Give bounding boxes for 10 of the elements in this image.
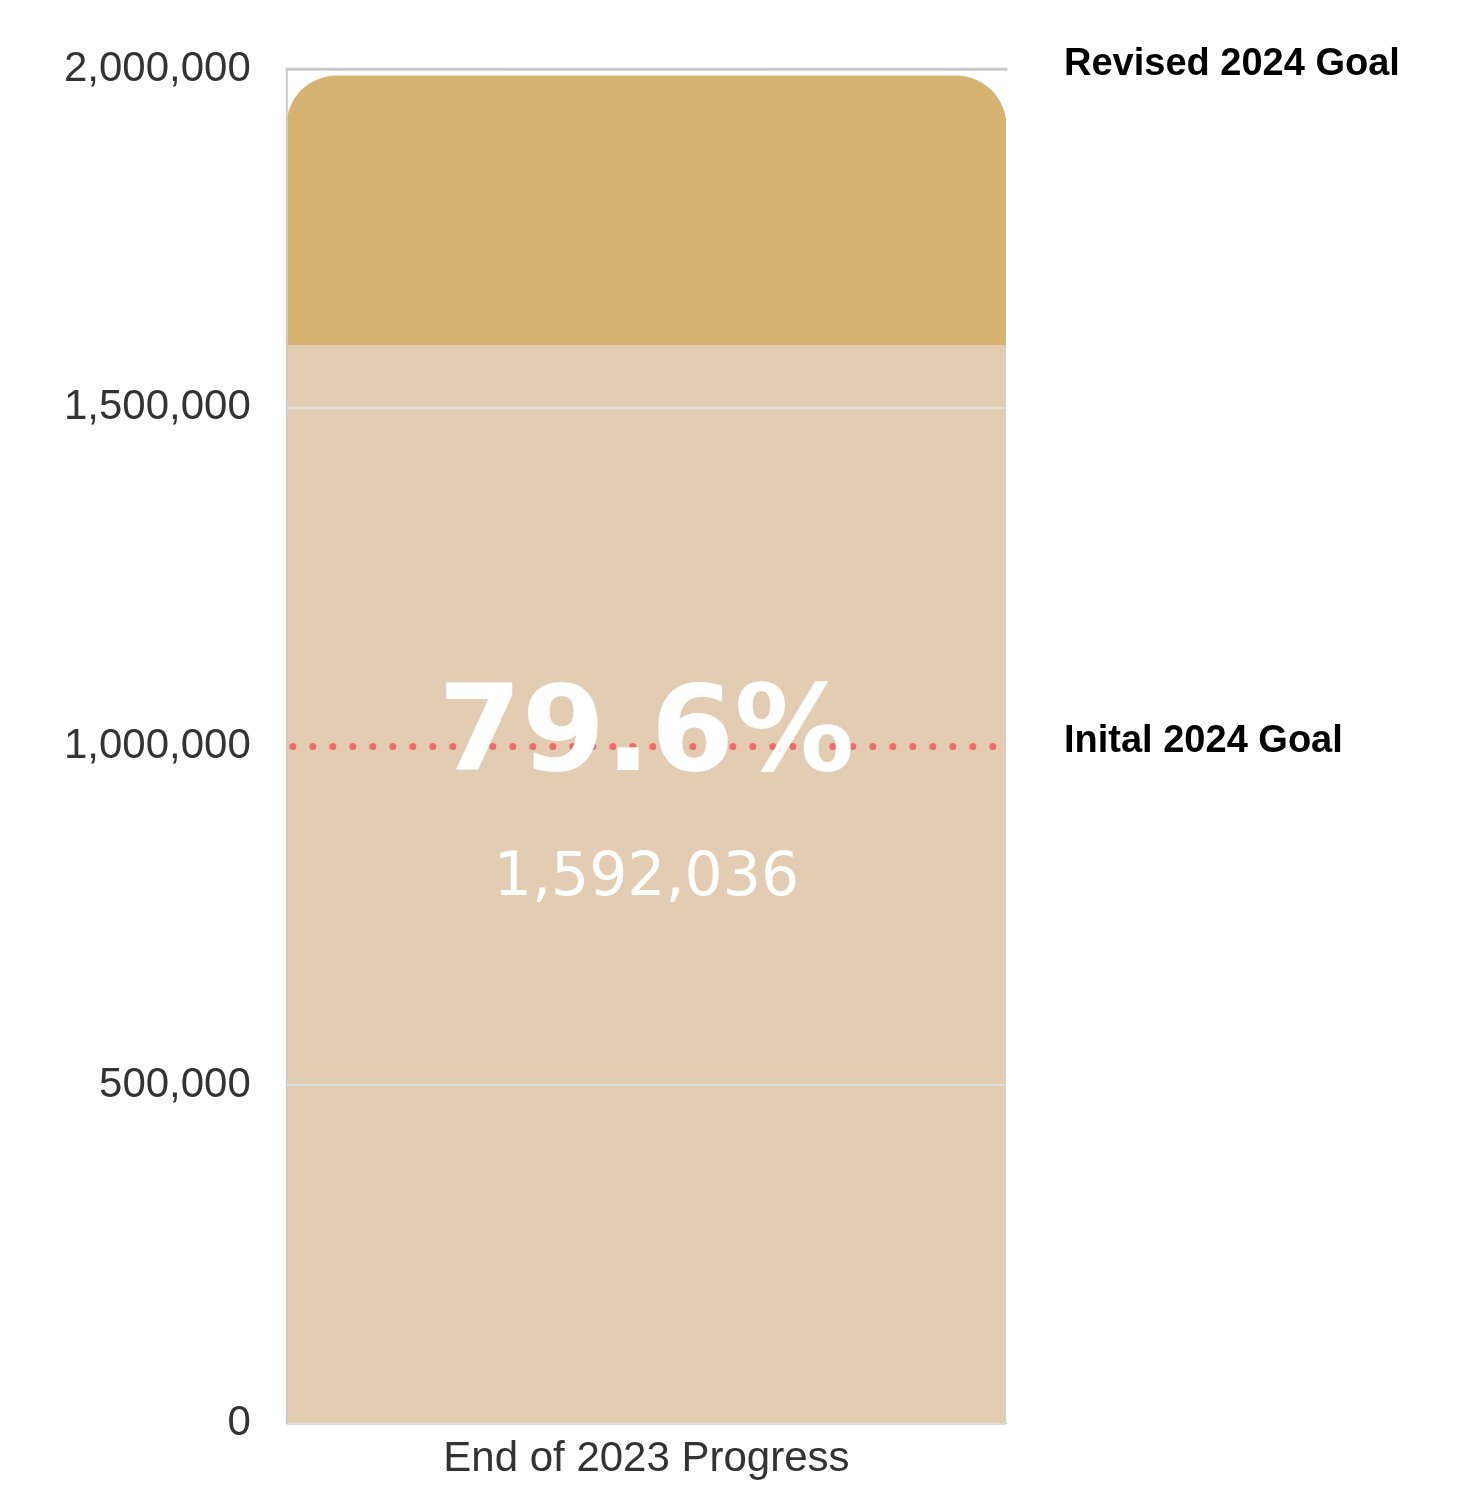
y-tick-label: 0 <box>227 1397 251 1445</box>
y-tick-label: 500,000 <box>99 1058 251 1106</box>
y-tick-label: 1,500,000 <box>63 381 251 429</box>
y-tick-label: 1,000,000 <box>63 719 251 767</box>
x-tick-label: End of 2023 Progress <box>443 1433 850 1481</box>
data-label: 1,592,036 <box>493 838 800 909</box>
ref-line-label: Inital 2024 Goal <box>1064 717 1343 760</box>
ref-line-label: Revised 2024 Goal <box>1064 40 1400 83</box>
annotation: 79.6% <box>438 659 855 799</box>
y-tick-label: 2,000,000 <box>63 42 251 90</box>
